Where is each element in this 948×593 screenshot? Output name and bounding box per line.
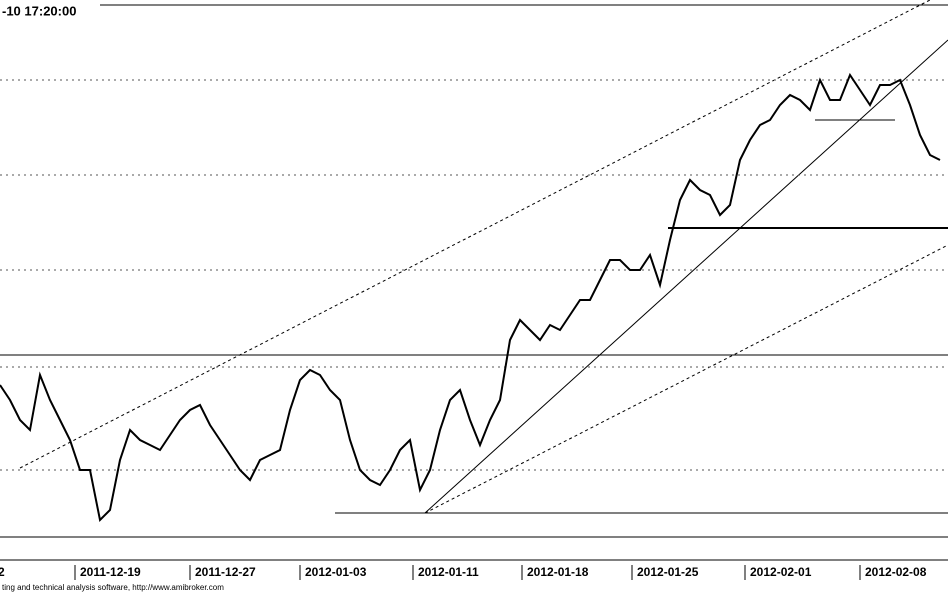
x-tick-label: 2012-01-18: [527, 565, 589, 579]
channel-line: [19, 0, 931, 469]
x-tick-label: 2012-02-08: [865, 565, 927, 579]
x-tick-label: 2012-01-25: [637, 565, 699, 579]
x-tick-label: 2012-02-01: [750, 565, 812, 579]
x-tick-label: 2011-12-19: [80, 565, 141, 579]
channel-line: [424, 244, 948, 514]
x-tick-label: -12-12: [0, 565, 5, 579]
chart-title: -10 17:20:00: [2, 3, 76, 18]
x-tick-label: 2012-01-11: [418, 565, 479, 579]
x-tick-label: 2011-12-27: [195, 565, 256, 579]
drawings: [0, 0, 948, 538]
footer: ting and technical analysis software, ht…: [2, 583, 224, 592]
x-tick-label: 2012-01-03: [305, 565, 367, 579]
trend-line: [424, 39, 948, 514]
price-line: [0, 72, 941, 523]
